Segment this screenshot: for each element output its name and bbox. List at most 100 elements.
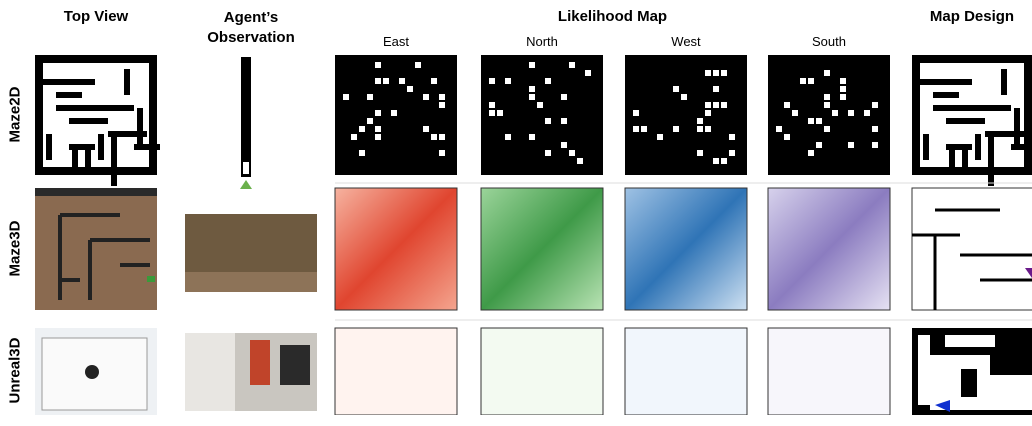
column-header: Map Design: [929, 8, 1015, 25]
likelihood-dot: [505, 134, 511, 140]
likelihood-dot: [415, 62, 421, 68]
map-design: [911, 187, 1032, 311]
likelihood-dot: [569, 62, 575, 68]
figure: Top View Agent’s Observation Likelihood …: [6, 8, 1032, 415]
row-label: Unreal3D: [6, 337, 24, 404]
likelihood-dot: [375, 110, 381, 116]
maze-floor: [920, 63, 1024, 167]
likelihood-dot: [808, 150, 814, 156]
likelihood-map: [334, 327, 458, 415]
likelihood-dot: [721, 158, 727, 164]
map-design-walls: [912, 208, 1032, 310]
obstacle: [959, 367, 979, 399]
likelihood-dot: [529, 62, 535, 68]
likelihood-dot: [399, 78, 405, 84]
likelihood-dot: [375, 134, 381, 140]
likelihood-dot: [537, 102, 543, 108]
likelihood-dot: [697, 150, 703, 156]
likelihood-dot: [697, 126, 703, 132]
likelihood-dot: [697, 118, 703, 124]
likelihood-dot: [633, 110, 639, 116]
likelihood-dot: [792, 110, 798, 116]
direction-label: North: [526, 34, 558, 49]
likelihood-dot: [721, 102, 727, 108]
likelihood-dot: [848, 142, 854, 148]
likelihood-dot: [784, 134, 790, 140]
figure-art: [35, 55, 1032, 415]
window: [250, 340, 270, 385]
likelihood-dot: [864, 110, 870, 116]
likelihood-dot: [713, 102, 719, 108]
likelihood-dot: [439, 150, 445, 156]
likelihood-dot: [673, 86, 679, 92]
likelihood-dot: [561, 118, 567, 124]
likelihood-dot: [367, 118, 373, 124]
likelihood-map: [480, 187, 604, 311]
observation-cell: [243, 162, 249, 174]
likelihood-dot: [848, 110, 854, 116]
maze3d-walls: [58, 213, 150, 300]
likelihood-dot: [633, 126, 639, 132]
likelihood-dot: [375, 62, 381, 68]
likelihood-dot: [423, 94, 429, 100]
column-header: Agent’s Observation: [207, 9, 295, 46]
direction-label: East: [382, 34, 409, 49]
likelihood-dot: [729, 134, 735, 140]
likelihood-dot: [824, 102, 830, 108]
chair: [280, 345, 310, 385]
likelihood-dot: [431, 134, 437, 140]
likelihood-dot: [657, 134, 663, 140]
likelihood-dot: [497, 110, 503, 116]
maze-walls: [43, 69, 160, 186]
column-header: Top View: [63, 8, 129, 25]
likelihood-dot: [681, 94, 687, 100]
likelihood-dot: [391, 110, 397, 116]
likelihood-dot: [529, 86, 535, 92]
maze-walls: [920, 69, 1032, 186]
likelihood-dot: [489, 102, 495, 108]
likelihood-dot: [705, 110, 711, 116]
likelihood-dot: [705, 102, 711, 108]
likelihood-dot: [713, 86, 719, 92]
likelihood-dot: [529, 94, 535, 100]
map-design-rooms: [918, 335, 1032, 410]
likelihood-dot: [529, 134, 535, 140]
likelihood-map: [624, 327, 748, 415]
likelihood-dot: [585, 70, 591, 76]
observation-floor: [185, 272, 317, 292]
maze3d-top-view: [35, 188, 157, 310]
likelihood-dot: [439, 134, 445, 140]
likelihood-dot: [840, 86, 846, 92]
observation-strip: [241, 57, 251, 177]
likelihood-dot: [545, 118, 551, 124]
likelihood-dot: [367, 94, 373, 100]
maze-floor: [43, 63, 149, 167]
likelihood-dot: [800, 78, 806, 84]
likelihood-dot: [489, 78, 495, 84]
row-label: Maze2D: [6, 86, 24, 143]
likelihood-dot: [832, 110, 838, 116]
likelihood-dot: [816, 142, 822, 148]
likelihood-map: [625, 55, 747, 175]
row-label: Maze3D: [6, 220, 24, 277]
likelihood-dot: [569, 150, 575, 156]
likelihood-dot: [673, 126, 679, 132]
direction-label: South: [812, 34, 846, 49]
likelihood-dot: [423, 126, 429, 132]
likelihood-dot: [641, 126, 647, 132]
likelihood-dot: [872, 102, 878, 108]
likelihood-dot: [561, 94, 567, 100]
likelihood-dot: [545, 150, 551, 156]
likelihood-dot: [439, 94, 445, 100]
likelihood-dot: [776, 126, 782, 132]
likelihood-dot: [840, 94, 846, 100]
likelihood-dot: [721, 70, 727, 76]
agent: [147, 276, 155, 282]
likelihood-dot: [359, 150, 365, 156]
likelihood-dot: [824, 126, 830, 132]
observation-wall: [185, 214, 317, 272]
likelihood-dot: [713, 158, 719, 164]
likelihood-dot: [705, 70, 711, 76]
likelihood-dot: [375, 126, 381, 132]
agent: [85, 365, 99, 379]
